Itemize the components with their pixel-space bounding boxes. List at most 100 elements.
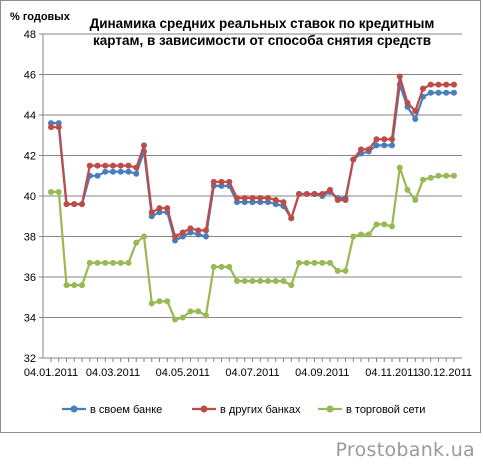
data-point: [427, 89, 434, 96]
data-point: [334, 197, 341, 204]
series-3: [48, 164, 457, 323]
x-tick-label: 04.03.2011: [86, 367, 140, 379]
legend-swatch-marker: [326, 405, 334, 413]
data-point: [164, 298, 171, 305]
data-point: [133, 170, 140, 177]
data-point: [334, 267, 341, 274]
data-point: [396, 73, 403, 80]
data-point: [404, 186, 411, 193]
x-tick-label: 30.12.2011: [418, 367, 472, 379]
data-point: [48, 188, 54, 195]
legend-swatch-marker: [70, 405, 78, 413]
y-tick-label: 40: [24, 191, 36, 203]
data-point: [257, 278, 264, 285]
data-point: [141, 233, 147, 240]
data-point: [203, 312, 209, 319]
data-point: [272, 197, 279, 204]
y-axis-label: % годовых: [10, 11, 71, 23]
y-tick-label: 36: [24, 272, 36, 284]
data-point: [319, 190, 326, 197]
data-point: [110, 162, 116, 169]
data-point: [296, 259, 302, 266]
y-tick-label: 32: [24, 353, 36, 365]
data-point: [148, 300, 155, 307]
data-point: [71, 282, 78, 289]
line-chart: Динамика средних реальных ставок по кред…: [10, 11, 472, 416]
data-point: [350, 156, 357, 163]
legend-item: в торговой сети: [318, 404, 425, 416]
data-point: [187, 225, 194, 232]
data-point: [280, 199, 287, 206]
data-point: [133, 164, 140, 171]
data-point: [110, 168, 116, 175]
data-point: [172, 316, 178, 323]
x-tick-label: 04.09.2011: [295, 367, 349, 379]
data-point: [234, 195, 240, 202]
legend: в своем банке в других банках в торговой с…: [62, 404, 425, 416]
data-point: [319, 259, 326, 266]
legend-label: в торговой сети: [346, 404, 425, 416]
x-tick-labels: 04.01.2011 04.03.2011 04.05.2011 04.07.2011…: [24, 367, 472, 379]
data-point: [272, 278, 279, 285]
data-point: [226, 178, 233, 185]
data-point: [303, 190, 310, 197]
data-point: [187, 308, 194, 315]
data-point: [311, 190, 318, 197]
data-point: [249, 278, 256, 285]
data-point: [435, 81, 442, 88]
data-point: [412, 116, 419, 123]
data-point: [373, 142, 380, 149]
data-point: [195, 308, 202, 315]
data-point: [373, 136, 380, 143]
legend-item: в других банках: [192, 404, 301, 416]
data-point: [342, 197, 349, 204]
data-point: [327, 259, 333, 266]
data-point: [396, 164, 403, 171]
data-point: [389, 223, 395, 230]
data-point: [226, 263, 233, 270]
data-point: [412, 197, 419, 204]
data-point: [71, 201, 78, 208]
data-point: [350, 233, 357, 240]
data-point: [55, 188, 62, 195]
data-point: [117, 162, 124, 169]
data-point: [117, 168, 124, 175]
data-point: [280, 278, 287, 285]
y-tick-label: 46: [24, 70, 36, 82]
legend-label: в других банках: [220, 404, 301, 416]
legend-swatch-marker: [200, 405, 208, 413]
x-tick-label: 04.05.2011: [156, 367, 210, 379]
data-point: [389, 142, 395, 149]
data-point: [133, 239, 140, 246]
axes: [39, 33, 462, 362]
data-point: [94, 162, 101, 169]
data-point: [110, 259, 116, 266]
chart-title-line-1: Динамика средних реальных ставок по кред…: [90, 16, 435, 31]
data-point: [241, 195, 248, 202]
x-tick-label: 04.07.2011: [225, 367, 279, 379]
data-point: [358, 231, 364, 238]
data-point: [443, 172, 450, 179]
gridlines: [43, 33, 462, 318]
data-point: [164, 205, 171, 212]
data-point: [288, 215, 295, 222]
data-point: [257, 195, 264, 202]
data-point: [156, 205, 163, 212]
legend-item: в своем банке: [62, 404, 162, 416]
data-point: [125, 259, 132, 266]
data-point: [241, 278, 248, 285]
data-point: [249, 195, 256, 202]
data-point: [156, 298, 163, 305]
data-point: [404, 99, 411, 106]
series-line: [51, 166, 454, 321]
data-point: [381, 136, 388, 143]
series-2: [48, 73, 457, 240]
data-point: [94, 259, 101, 266]
data-point: [102, 162, 109, 169]
data-point: [218, 178, 225, 185]
legend-label: в своем банке: [90, 404, 162, 416]
series-lines: [48, 73, 457, 323]
data-point: [420, 85, 426, 92]
data-point: [117, 259, 124, 266]
x-tick-label: 04.11.2011: [365, 367, 418, 379]
